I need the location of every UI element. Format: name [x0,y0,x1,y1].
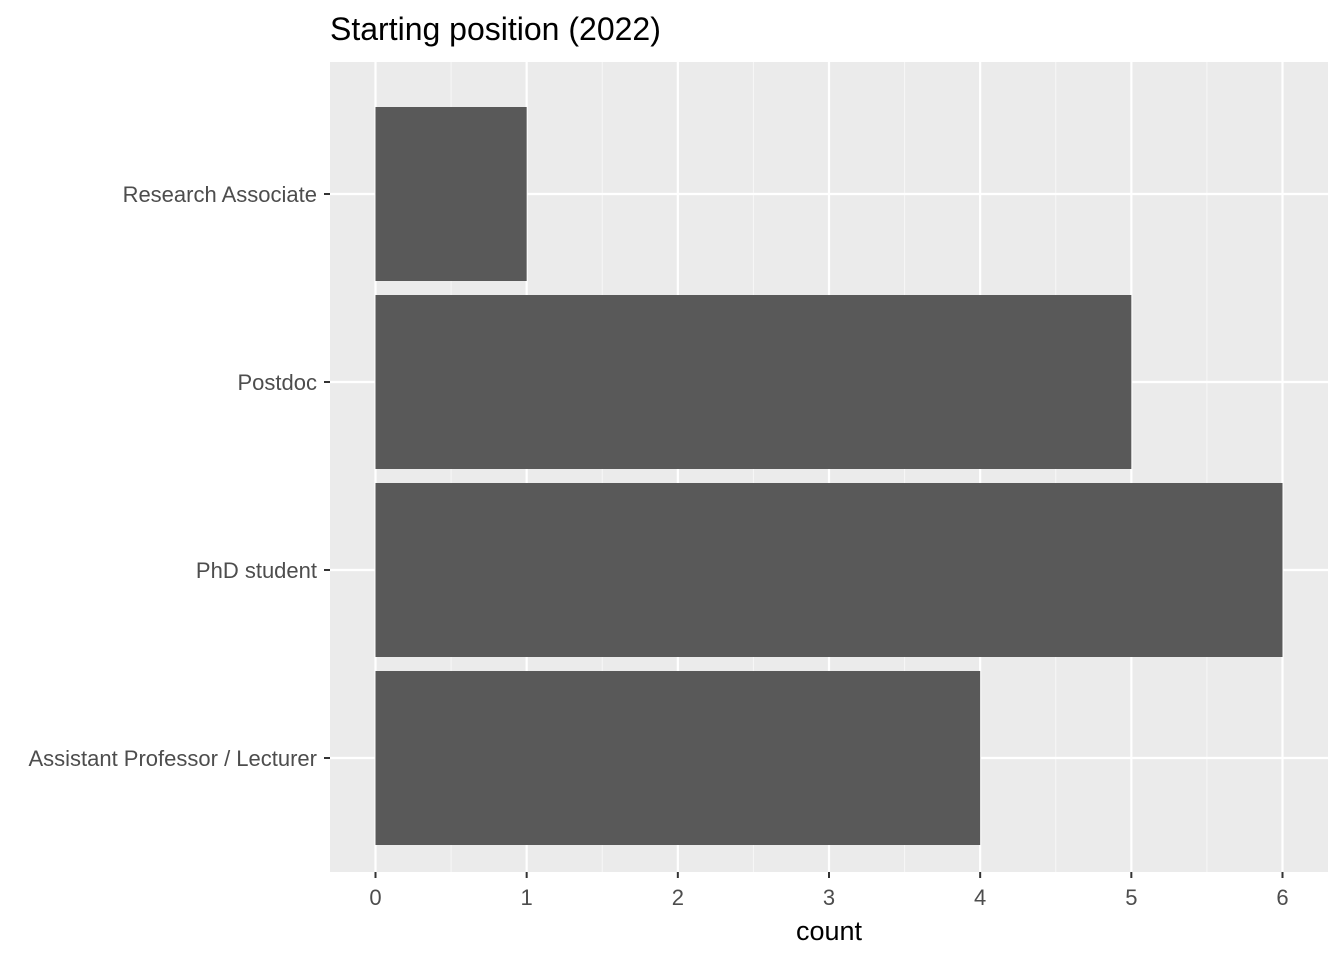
x-tick-label: 5 [1125,885,1137,910]
bar-phd-student [375,483,1283,657]
bars [375,107,1283,845]
x-tick-label: 6 [1276,885,1288,910]
y-tick-label: Assistant Professor / Lecturer [28,746,317,771]
x-tick-label: 1 [521,885,533,910]
y-tick-label: Research Associate [123,182,317,207]
x-tick-label: 0 [369,885,381,910]
bar-postdoc [375,295,1132,469]
x-axis: 0 1 2 3 4 5 6 [369,872,1289,910]
y-axis: Assistant Professor / Lecturer PhD studen… [28,182,330,771]
x-tick-label: 2 [672,885,684,910]
bar-assistant-professor-lecturer [375,671,981,845]
x-tick-label: 3 [823,885,835,910]
bar-research-associate [375,107,527,281]
x-axis-title: count [796,916,863,946]
x-tick-label: 4 [974,885,986,910]
chart-title: Starting position (2022) [330,11,661,47]
y-tick-label: Postdoc [238,370,318,395]
y-tick-label: PhD student [196,558,317,583]
